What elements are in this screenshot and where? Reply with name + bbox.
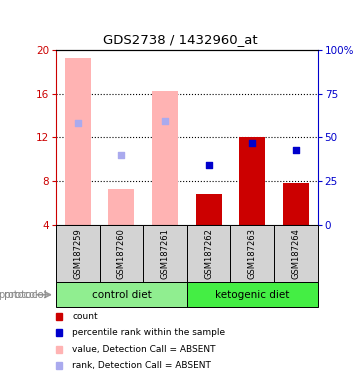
Text: protocol: protocol: [4, 290, 46, 300]
Text: ketogenic diet: ketogenic diet: [215, 290, 290, 300]
Text: protocol: protocol: [0, 290, 38, 300]
Text: control diet: control diet: [91, 290, 151, 300]
Text: GSM187261: GSM187261: [161, 228, 170, 279]
Bar: [230, 225, 274, 282]
Text: percentile rank within the sample: percentile rank within the sample: [72, 328, 225, 338]
Point: [249, 140, 255, 146]
Point: [118, 152, 124, 158]
Bar: [100, 225, 143, 282]
Text: GDS2738 / 1432960_at: GDS2738 / 1432960_at: [103, 33, 258, 46]
Text: GSM187260: GSM187260: [117, 228, 126, 279]
Text: GSM187262: GSM187262: [204, 228, 213, 279]
Bar: [65, 58, 91, 225]
Bar: [196, 194, 222, 225]
Text: GSM187259: GSM187259: [73, 228, 82, 279]
Bar: [239, 137, 265, 225]
Bar: [152, 91, 178, 225]
Text: count: count: [72, 312, 98, 321]
Text: value, Detection Call = ABSENT: value, Detection Call = ABSENT: [72, 344, 216, 354]
Point: [293, 147, 299, 154]
Bar: [274, 225, 318, 282]
Bar: [187, 282, 318, 307]
Bar: [108, 189, 135, 225]
Text: GSM187263: GSM187263: [248, 228, 257, 279]
Text: rank, Detection Call = ABSENT: rank, Detection Call = ABSENT: [72, 361, 211, 370]
Point: [75, 120, 81, 126]
Bar: [56, 225, 100, 282]
Point: [206, 162, 212, 168]
Bar: [143, 225, 187, 282]
Point: [162, 118, 168, 124]
Bar: [283, 183, 309, 225]
Bar: [187, 225, 230, 282]
Bar: [56, 282, 187, 307]
Text: GSM187264: GSM187264: [291, 228, 300, 279]
